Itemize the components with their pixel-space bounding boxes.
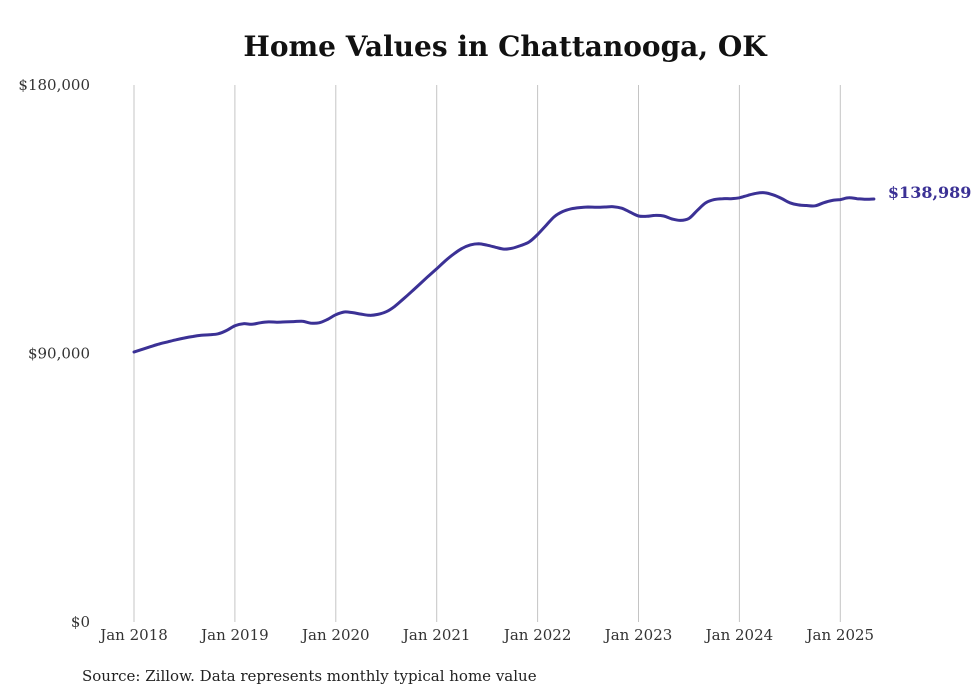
- y-axis-ticks: $0 $90,000 $180,000: [18, 76, 90, 631]
- y-tick-label: $180,000: [18, 76, 90, 94]
- x-tick-label: Jan 2024: [704, 626, 774, 644]
- x-tick-label: Jan 2021: [401, 626, 471, 644]
- end-value-label: $138,989: [888, 183, 972, 202]
- source-note: Source: Zillow. Data represents monthly …: [82, 667, 537, 685]
- x-tick-label: Jan 2018: [98, 626, 168, 644]
- y-tick-label: $0: [71, 613, 90, 631]
- x-tick-label: Jan 2020: [300, 626, 370, 644]
- x-tick-label: Jan 2025: [805, 626, 875, 644]
- gridlines: [133, 85, 841, 622]
- series-layer: [132, 191, 876, 354]
- series-line: [132, 191, 876, 354]
- chart-title: Home Values in Chattanooga, OK: [243, 30, 767, 63]
- x-tick-label: Jan 2019: [199, 626, 269, 644]
- x-tick-label: Jan 2023: [603, 626, 673, 644]
- x-tick-label: Jan 2022: [502, 626, 572, 644]
- x-axis-ticks: Jan 2018 Jan 2019 Jan 2020 Jan 2021 Jan 2022…: [98, 626, 874, 644]
- y-tick-label: $90,000: [28, 345, 90, 363]
- annotation-layer: $138,989: [888, 183, 972, 202]
